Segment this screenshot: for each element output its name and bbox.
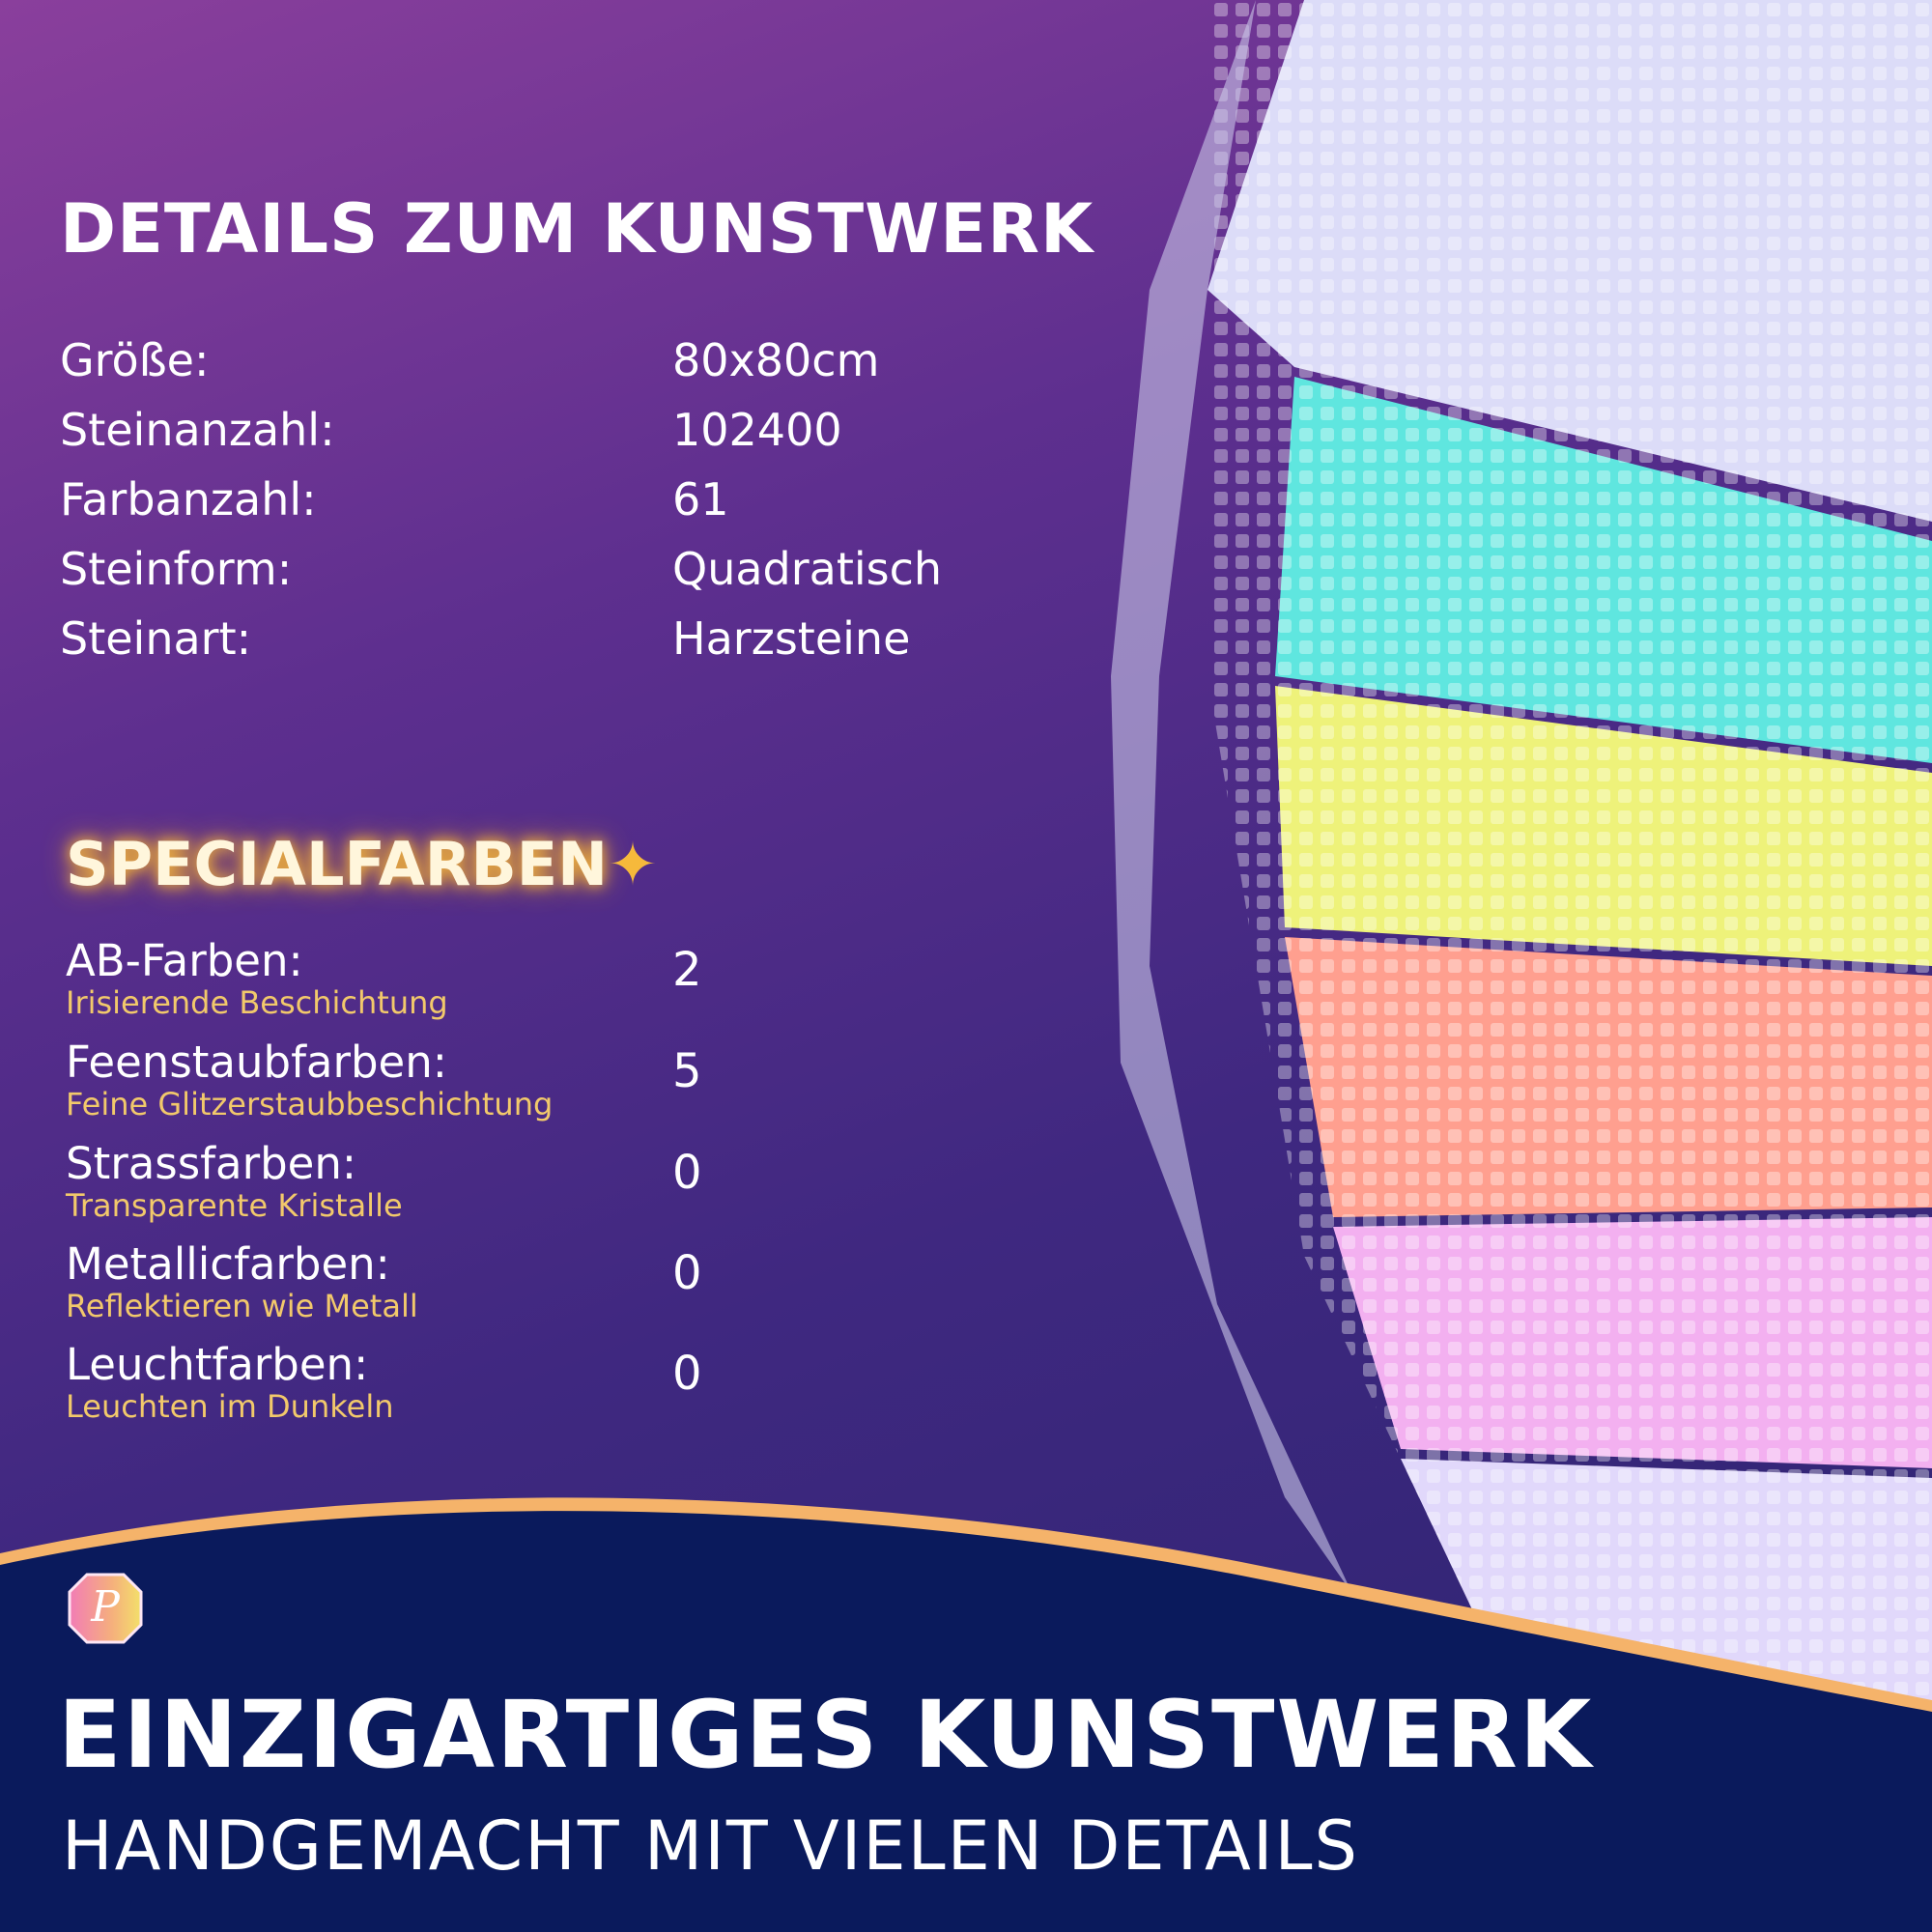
detail-value: 80x80cm [672, 334, 880, 386]
detail-value: 102400 [672, 404, 842, 456]
detail-value: Harzsteine [672, 612, 911, 665]
special-row: Leuchtfarben: Leuchten im Dunkeln 0 [66, 1339, 1032, 1425]
detail-label: Farbanzahl: [60, 473, 317, 526]
special-label: Feenstaubfarben: [66, 1037, 447, 1088]
special-label: Leuchtfarben: [66, 1339, 369, 1390]
special-title: SPECIALFARBEN✦ [66, 829, 658, 899]
detail-row: Steinart: Harzsteine [60, 612, 1026, 665]
detail-row: Steinform: Quadratisch [60, 543, 1026, 595]
special-label: AB-Farben: [66, 935, 303, 986]
logo-letter: P [90, 1582, 121, 1632]
special-sub: Transparente Kristalle [66, 1187, 403, 1224]
detail-label: Steinart: [60, 612, 252, 665]
special-row: Feenstaubfarben: Feine Glitzerstaubbeschi… [66, 1038, 1032, 1122]
special-value: 5 [672, 1044, 702, 1098]
special-sub: Reflektieren wie Metall [66, 1288, 418, 1324]
special-sub: Leuchten im Dunkeln [66, 1388, 394, 1425]
special-row: Metallicfarben: Reflektieren wie Metall 0 [66, 1238, 1032, 1324]
special-sub: Feine Glitzerstaubbeschichtung [66, 1086, 554, 1122]
special-label: Strassfarben: [66, 1138, 357, 1189]
detail-value: 61 [672, 473, 729, 526]
detail-row: Größe: 80x80cm [60, 334, 1026, 386]
detail-row: Steinanzahl: 102400 [60, 404, 1026, 456]
special-label: Metallicfarben: [66, 1238, 390, 1290]
sparkles-icon: ✦ [607, 829, 658, 899]
detail-label: Größe: [60, 334, 210, 386]
special-title-text: SPECIALFARBEN [66, 829, 608, 899]
detail-label: Steinanzahl: [60, 404, 335, 456]
special-value: 0 [672, 1246, 702, 1300]
details-title: DETAILS ZUM KUNSTWERK [60, 189, 1094, 269]
footer-heading: EINZIGARTIGES KUNSTWERK [58, 1681, 1594, 1789]
special-value: 2 [672, 943, 702, 997]
footer-subheading: HANDGEMACHT MIT VIELEN DETAILS [62, 1806, 1359, 1886]
brand-logo: P [68, 1573, 143, 1644]
detail-row: Farbanzahl: 61 [60, 473, 1026, 526]
detail-value: Quadratisch [672, 543, 943, 595]
special-row: AB-Farben: Irisierende Beschichtung 2 [66, 935, 1032, 1021]
special-sub: Irisierende Beschichtung [66, 984, 448, 1021]
special-value: 0 [672, 1347, 702, 1401]
special-value: 0 [672, 1146, 702, 1200]
special-row: Strassfarben: Transparente Kristalle 0 [66, 1138, 1032, 1224]
detail-label: Steinform: [60, 543, 293, 595]
